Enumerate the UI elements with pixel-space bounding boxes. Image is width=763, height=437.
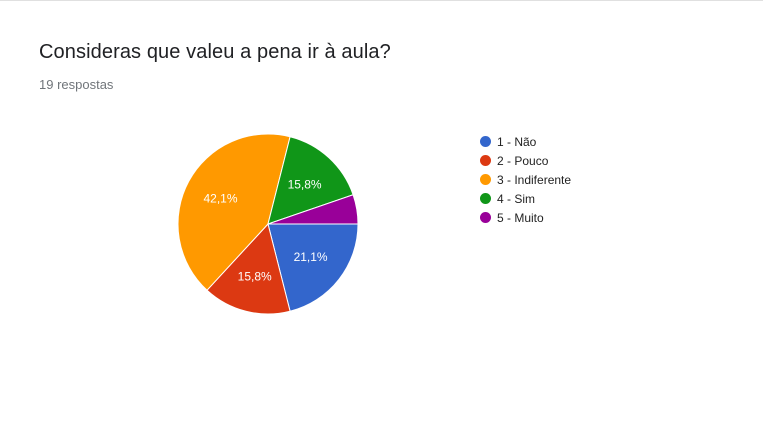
pie-labels: 21,1% 15,8% 42,1% 15,8% xyxy=(203,177,327,283)
legend-label: 5 - Muito xyxy=(497,210,544,225)
pie-slices xyxy=(177,133,359,315)
pie-slice-label-1: 21,1% xyxy=(294,250,328,264)
legend-item-3[interactable]: 3 - Indiferente xyxy=(480,170,571,189)
legend-item-1[interactable]: 1 - Não xyxy=(480,132,571,151)
pie-slice-label-4: 15,8% xyxy=(288,177,322,191)
legend-item-4[interactable]: 4 - Sim xyxy=(480,189,571,208)
response-count: 19 respostas xyxy=(39,77,114,92)
pie-slice-label-2: 15,8% xyxy=(238,269,272,283)
pie-slice-label-3: 42,1% xyxy=(203,191,237,205)
legend-label: 1 - Não xyxy=(497,134,537,149)
legend-label: 2 - Pouco xyxy=(497,153,549,168)
legend-item-5[interactable]: 5 - Muito xyxy=(480,208,571,227)
pie-slice-5[interactable] xyxy=(267,194,359,225)
pie-slice-4[interactable] xyxy=(267,136,354,225)
legend-swatch-icon xyxy=(480,155,491,166)
legend-label: 4 - Sim xyxy=(497,191,536,206)
legend-swatch-icon xyxy=(480,174,491,185)
pie-slice-2[interactable] xyxy=(206,222,291,315)
pie-slice-3[interactable] xyxy=(177,133,291,291)
chart-legend: 1 - Não 2 - Pouco 3 - Indiferente 4 - Sim 5 … xyxy=(480,132,571,227)
pie-slice-1[interactable] xyxy=(267,223,359,312)
legend-item-2[interactable]: 2 - Pouco xyxy=(480,151,571,170)
legend-swatch-icon xyxy=(480,193,491,204)
legend-label: 3 - Indiferente xyxy=(497,172,572,187)
question-title: Consideras que valeu a pena ir à aula? xyxy=(39,41,391,63)
legend-swatch-icon xyxy=(480,212,491,223)
legend-swatch-icon xyxy=(480,136,491,147)
